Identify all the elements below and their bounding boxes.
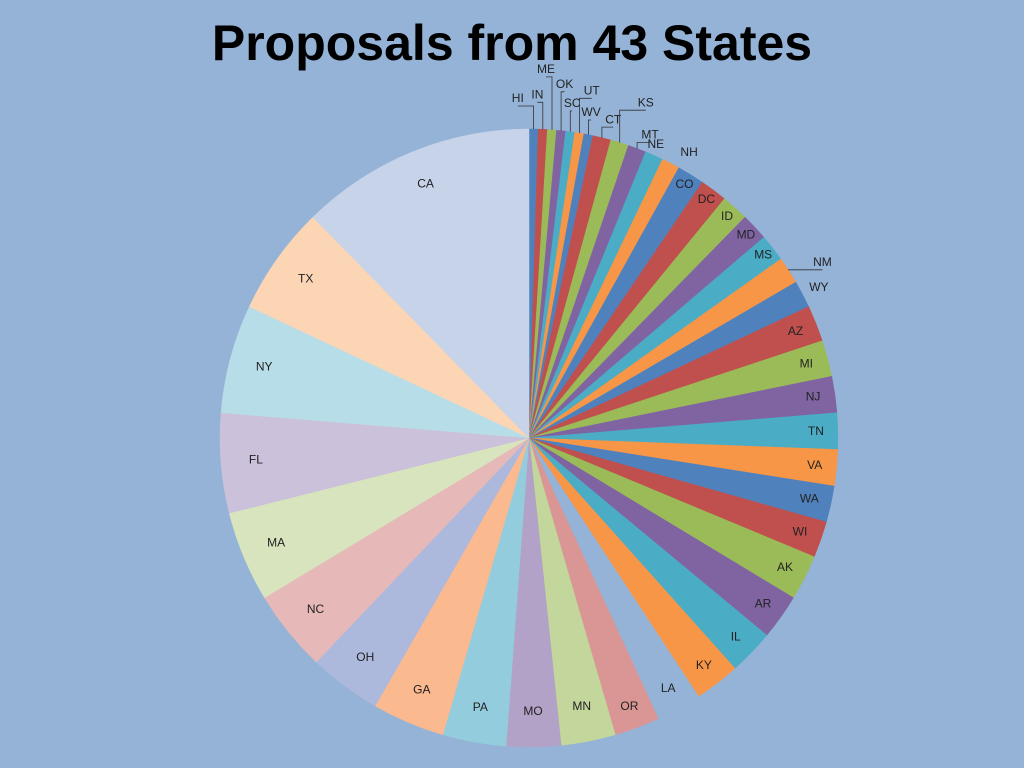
slice-label-ar: AR bbox=[755, 596, 772, 610]
slice-label-ga: GA bbox=[413, 682, 430, 696]
slice-label-ne: NE bbox=[647, 137, 664, 151]
slice-label-il: IL bbox=[731, 629, 741, 643]
slice-label-wv: WV bbox=[581, 105, 600, 119]
slice-label-fl: FL bbox=[249, 453, 263, 467]
slice-label-mi: MI bbox=[800, 356, 813, 370]
slice-label-hi: HI bbox=[512, 91, 524, 105]
slice-label-tn: TN bbox=[808, 424, 824, 438]
slice-label-co: CO bbox=[676, 177, 694, 191]
leader-line-nm bbox=[788, 269, 823, 271]
slice-label-dc: DC bbox=[698, 192, 716, 206]
slice-label-ok: OK bbox=[556, 77, 573, 91]
slice-label-oh: OH bbox=[356, 650, 374, 664]
leader-line-ut bbox=[579, 97, 592, 134]
leader-line-in bbox=[537, 101, 544, 130]
slice-label-ct: CT bbox=[605, 112, 622, 126]
slice-label-id: ID bbox=[721, 209, 733, 223]
leader-line-wv bbox=[588, 119, 592, 135]
slice-label-sc: SC bbox=[564, 96, 581, 110]
leader-line-mt bbox=[636, 141, 650, 149]
slice-label-or: OR bbox=[620, 699, 638, 713]
slice-label-ny: NY bbox=[256, 360, 273, 374]
pie-slice-ca bbox=[312, 128, 530, 439]
slice-label-ma: MA bbox=[267, 535, 285, 549]
leader-line-ok bbox=[560, 91, 565, 131]
slice-label-ms: MS bbox=[754, 247, 772, 261]
slice-label-me: ME bbox=[537, 62, 555, 76]
slice-label-nj: NJ bbox=[806, 390, 821, 404]
leader-line-me bbox=[546, 76, 553, 130]
slice-label-nm: NM bbox=[813, 255, 832, 269]
leader-line-ks bbox=[619, 109, 646, 143]
leader-lines bbox=[517, 76, 823, 271]
slice-label-wa: WA bbox=[800, 492, 819, 506]
leader-line-ct bbox=[601, 126, 614, 138]
leader-line-hi bbox=[517, 105, 534, 129]
slice-label-tx: TX bbox=[298, 271, 313, 285]
slice-label-nc: NC bbox=[307, 602, 325, 616]
slice-label-la: LA bbox=[661, 681, 676, 695]
slice-label-ca: CA bbox=[417, 176, 434, 190]
slice-label-pa: PA bbox=[473, 700, 488, 714]
slice-label-wi: WI bbox=[793, 525, 808, 539]
pie-slices bbox=[219, 128, 839, 748]
leader-line-sc bbox=[569, 110, 573, 132]
slice-label-mo: MO bbox=[523, 704, 542, 718]
slice-label-in: IN bbox=[531, 87, 543, 101]
slice-label-ky: KY bbox=[696, 658, 712, 672]
slide-title: Proposals from 43 States bbox=[211, 15, 813, 71]
slice-label-ks: KS bbox=[638, 95, 654, 109]
slice-label-mn: MN bbox=[572, 699, 591, 713]
slice-label-mt: MT bbox=[641, 128, 659, 142]
slice-label-va: VA bbox=[807, 458, 822, 472]
slice-label-ut: UT bbox=[584, 83, 601, 97]
slice-label-nh: NH bbox=[680, 145, 697, 159]
slice-label-md: MD bbox=[737, 227, 756, 241]
slice-label-wy: WY bbox=[809, 280, 828, 294]
slice-label-ak: AK bbox=[777, 560, 793, 574]
slice-label-az: AZ bbox=[788, 324, 803, 338]
